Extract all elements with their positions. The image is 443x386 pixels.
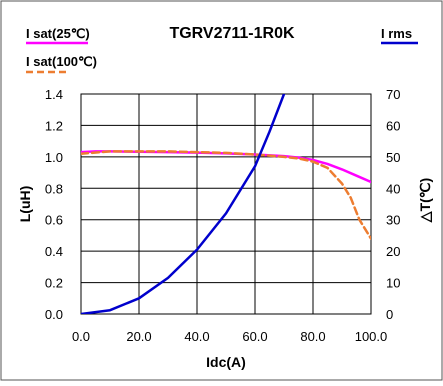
- grid-lines: [81, 94, 371, 314]
- y-tick-label: 1.0: [45, 150, 63, 165]
- legend-isat100-label: I sat(100℃): [26, 54, 97, 69]
- legend-isat25: I sat(25℃): [26, 26, 90, 45]
- y2-tick-label: 10: [386, 276, 400, 291]
- y-tick-label: 0.2: [45, 276, 63, 291]
- tick-labels: 0.0 20.0 40.0 60.0 80.0 100.0 0.0 0.2 0.4 0.6 0.8 1…: [45, 87, 401, 344]
- legend-isat100: I sat(100℃): [26, 54, 97, 74]
- y2-tick-label: 20: [386, 244, 400, 259]
- y-tick-label: 1.2: [45, 118, 63, 133]
- y2-tick-label: 70: [386, 87, 400, 102]
- chart-title: TGRV2711-1R0K: [169, 25, 295, 42]
- x-tick-label: 100.0: [355, 329, 388, 344]
- y-tick-label: 0.0: [45, 307, 63, 322]
- legend-irms-label: I rms: [381, 26, 412, 41]
- x-tick-label: 0.0: [72, 329, 90, 344]
- y2-tick-label: 60: [386, 118, 400, 133]
- y2-tick-label: 50: [386, 150, 400, 165]
- legend-isat25-label: I sat(25℃): [26, 26, 90, 41]
- legend-irms: I rms: [381, 26, 418, 45]
- x-axis-label: Idc(A): [206, 354, 246, 370]
- x-tick-label: 60.0: [242, 329, 267, 344]
- y2-tick-label: 40: [386, 181, 400, 196]
- plot-area: [80, 93, 372, 315]
- series-layer: [81, 94, 371, 314]
- x-tick-label: 20.0: [126, 329, 151, 344]
- y-tick-label: 1.4: [45, 87, 63, 102]
- y-tick-label: 0.4: [45, 244, 63, 259]
- x-tick-label: 80.0: [300, 329, 325, 344]
- y2-axis-label: △T(℃): [417, 178, 433, 223]
- series-line-i-sat-100: [81, 150, 371, 240]
- y2-tick-label: 0: [386, 307, 393, 322]
- y-tick-label: 0.8: [45, 181, 63, 196]
- y2-tick-label: 30: [386, 213, 400, 228]
- y-axis-label: L(uH): [17, 186, 33, 223]
- x-tick-label: 40.0: [184, 329, 209, 344]
- series-line-i-rms: [81, 94, 286, 314]
- y-tick-label: 0.6: [45, 213, 63, 228]
